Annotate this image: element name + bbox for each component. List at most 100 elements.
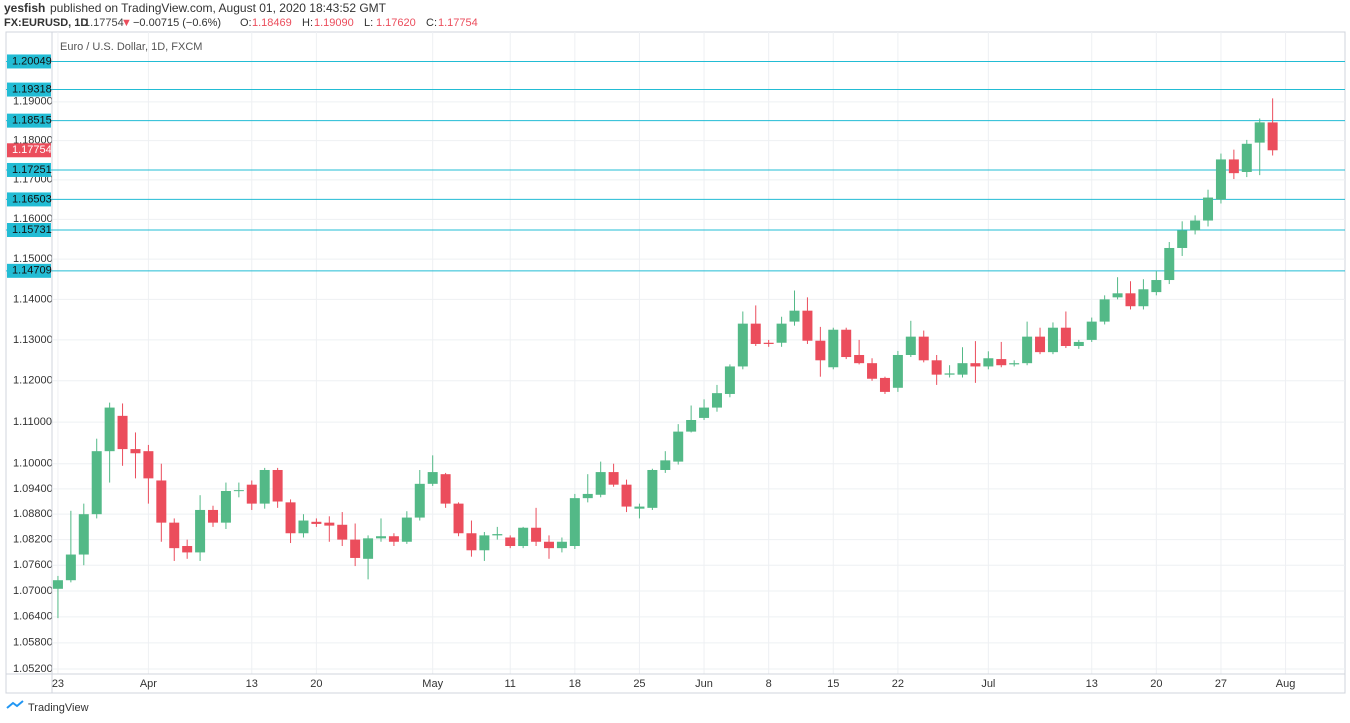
x-tick-label: 13: [1086, 678, 1098, 690]
candle-body: [311, 521, 322, 524]
level-label: 1.19318: [12, 83, 52, 95]
y-tick-label: 1.07600: [13, 559, 53, 571]
x-tick-label: 25: [633, 678, 645, 690]
symbol: FX:EURUSD, 1D: [4, 17, 88, 29]
y-tick-label: 1.16000: [13, 213, 53, 225]
candle-body: [957, 363, 968, 375]
candle-body: [996, 359, 1007, 366]
legend: Euro / U.S. Dollar, 1D, FXCM: [60, 41, 202, 53]
candle-body: [376, 536, 387, 539]
level-label: 1.18515: [12, 115, 52, 127]
level-tag: [7, 54, 51, 69]
x-tick-label: 23: [52, 678, 64, 690]
ohlc-value: 1.17754: [438, 17, 478, 29]
candle-body: [595, 472, 606, 495]
y-tick-label: 1.05800: [13, 637, 53, 649]
y-tick-label: 1.06400: [13, 611, 53, 623]
candle-body: [414, 483, 425, 518]
candle-body: [1112, 293, 1123, 298]
level-label: 1.20049: [12, 55, 52, 67]
candle-body: [388, 536, 399, 542]
candle-body: [608, 472, 619, 485]
level-tag: [7, 113, 51, 128]
candle-body: [1267, 122, 1278, 151]
x-tick-label: Apr: [140, 678, 157, 690]
chart-frame: [5, 31, 1346, 694]
ohlc-value: 1.19090: [314, 17, 354, 29]
candle-body: [52, 580, 63, 589]
x-tick-label: 15: [827, 678, 839, 690]
candle-body: [466, 533, 477, 551]
author: yesfish: [4, 1, 45, 15]
last-price: 1.17754: [84, 17, 124, 29]
candle-body: [104, 407, 115, 452]
level-tag: [7, 223, 51, 238]
candle-body: [621, 484, 632, 507]
candle-body: [453, 503, 464, 534]
y-tick-label: 1.12000: [13, 375, 53, 387]
candle-body: [815, 340, 826, 361]
candle-body: [1164, 247, 1175, 281]
candle-body: [750, 323, 761, 344]
candle-body: [1151, 280, 1162, 293]
candle-body: [1215, 159, 1226, 200]
ohlc-label: O:: [240, 17, 252, 29]
candle-body: [983, 358, 994, 367]
y-tick-label: 1.08200: [13, 534, 53, 546]
x-tick-label: 8: [766, 678, 772, 690]
x-tick-label: 27: [1215, 678, 1227, 690]
candle-body: [931, 360, 942, 375]
y-tick-label: 1.07000: [13, 585, 53, 597]
candle-body: [1138, 289, 1149, 307]
x-tick-label: 20: [1150, 678, 1162, 690]
candle-body: [518, 527, 529, 547]
brand: TradingView: [28, 702, 89, 714]
candle-body: [905, 336, 916, 355]
candle-body: [1241, 143, 1252, 172]
candle-body: [130, 449, 141, 454]
x-tick-label: Jul: [981, 678, 995, 690]
candle-body: [143, 451, 154, 479]
candle-body: [699, 407, 710, 418]
candle-body: [1203, 197, 1214, 221]
level-label: 1.16503: [12, 193, 52, 205]
x-tick-label: May: [422, 678, 443, 690]
candle-body: [324, 522, 335, 526]
x-tick-label: Jun: [695, 678, 713, 690]
candle-body: [78, 514, 89, 555]
level-label: 1.17251: [12, 164, 52, 176]
x-tick-label: 18: [569, 678, 581, 690]
y-tick-label: 1.11000: [13, 416, 52, 428]
candle-body: [789, 310, 800, 322]
candle-body: [711, 393, 722, 408]
candle-body: [1022, 336, 1033, 364]
candle-body: [246, 484, 257, 504]
candle-body: [854, 354, 865, 364]
candle-body: [1047, 327, 1058, 353]
x-tick-label: Aug: [1276, 678, 1296, 690]
candle-body: [686, 419, 697, 432]
brand-logo: [6, 700, 24, 709]
candle-body: [208, 509, 219, 523]
candle-body: [505, 537, 516, 547]
candle-body: [867, 363, 878, 379]
x-tick-label: 20: [310, 678, 322, 690]
candle-body: [802, 310, 813, 341]
candle-body: [1060, 327, 1071, 347]
y-tick-label: 1.14000: [13, 293, 53, 305]
ohlc-value: 1.17620: [376, 17, 416, 29]
x-tick-label: 11: [505, 678, 516, 690]
candle-body: [1254, 122, 1265, 143]
y-tick-label: 1.13000: [13, 334, 53, 346]
level-tag: [7, 162, 51, 177]
candle-body: [117, 415, 128, 450]
grid: [52, 32, 1345, 674]
candle-body: [737, 323, 748, 367]
candle-body: [1125, 293, 1136, 307]
candle-body: [1190, 220, 1201, 231]
last-price-tag: [7, 143, 51, 158]
candle-body: [1228, 159, 1239, 174]
ohlc-label: H:: [302, 17, 313, 29]
candle-body: [427, 472, 438, 484]
